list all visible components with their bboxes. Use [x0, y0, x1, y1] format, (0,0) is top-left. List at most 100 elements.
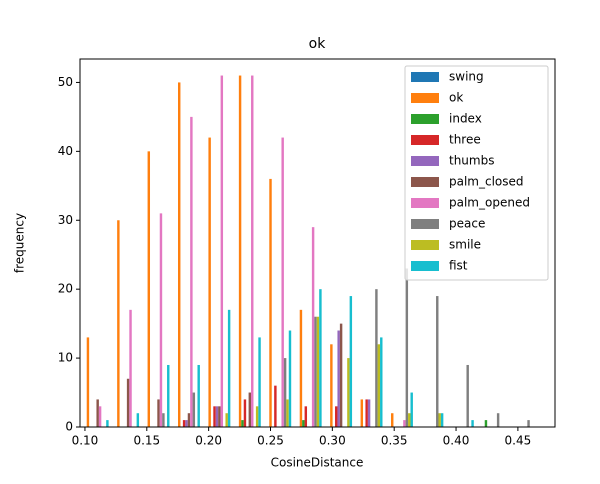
- bar: [288, 330, 292, 427]
- bar: [129, 309, 132, 427]
- bar: [255, 406, 259, 427]
- legend-label: palm_closed: [449, 175, 524, 189]
- bar: [243, 399, 247, 427]
- legend-label: ok: [449, 91, 463, 105]
- x-tick-label: 0.20: [195, 434, 222, 448]
- bar: [286, 399, 289, 427]
- legend-swatch: [411, 114, 439, 124]
- legend-swatch: [411, 198, 439, 208]
- bar: [391, 413, 394, 427]
- bar: [98, 406, 102, 427]
- bar: [251, 75, 254, 427]
- bar: [438, 413, 441, 427]
- bar: [218, 406, 221, 427]
- bar: [283, 358, 287, 427]
- bar: [436, 296, 439, 427]
- bar: [403, 420, 406, 427]
- bar: [360, 399, 364, 427]
- bar: [527, 420, 530, 427]
- bar: [316, 316, 320, 427]
- bar: [225, 413, 228, 427]
- bar: [241, 420, 244, 427]
- x-tick-label: 0.45: [505, 434, 532, 448]
- legend-swatch: [411, 135, 439, 145]
- bar: [365, 399, 368, 427]
- bar: [375, 289, 378, 427]
- bar: [274, 385, 277, 427]
- bar: [86, 337, 90, 427]
- bar: [299, 309, 303, 427]
- bar: [187, 413, 191, 427]
- y-tick-label: 40: [58, 144, 73, 158]
- bar: [304, 406, 308, 427]
- legend-box: [404, 65, 549, 281]
- bar: [408, 413, 411, 427]
- bar: [347, 358, 350, 427]
- bar: [330, 344, 333, 427]
- bar: [227, 309, 231, 427]
- bar: [339, 323, 343, 427]
- x-tick-label: 0.30: [319, 434, 346, 448]
- bar: [377, 344, 381, 427]
- bar: [258, 337, 261, 427]
- bar: [167, 364, 170, 427]
- legend-label: thumbs: [449, 154, 494, 168]
- bar: [190, 116, 193, 428]
- bar: [192, 392, 196, 427]
- y-tick-label: 50: [58, 75, 73, 89]
- legend-label: palm_opened: [449, 196, 530, 210]
- bar: [410, 392, 413, 427]
- bar: [182, 420, 186, 427]
- y-tick-label: 20: [58, 282, 73, 296]
- bar: [106, 420, 109, 427]
- y-tick-label: 30: [58, 213, 73, 227]
- bar: [238, 75, 242, 427]
- bar: [405, 268, 409, 427]
- bar: [213, 406, 216, 427]
- bar: [220, 75, 224, 427]
- x-tick-label: 0.15: [133, 434, 160, 448]
- y-axis-label: frequency: [13, 213, 27, 273]
- y-tick-label: 0: [65, 420, 73, 434]
- bar: [197, 364, 200, 427]
- bar: [302, 420, 305, 427]
- bar: [96, 399, 99, 427]
- bar: [471, 420, 474, 427]
- bar: [157, 399, 160, 427]
- bar: [337, 330, 340, 427]
- bar: [314, 316, 317, 427]
- bar: [208, 137, 211, 427]
- y-tick-label: 10: [58, 351, 73, 365]
- bar: [126, 378, 130, 427]
- bar: [248, 392, 252, 427]
- bar: [281, 137, 284, 427]
- bar: [185, 420, 188, 427]
- legend-swatch: [411, 72, 439, 82]
- bar: [311, 227, 315, 427]
- bar: [349, 296, 353, 427]
- bar: [162, 413, 165, 427]
- bar: [178, 82, 181, 427]
- bar: [117, 220, 120, 427]
- x-tick-label: 0.10: [72, 434, 99, 448]
- legend-swatch: [411, 177, 439, 187]
- legend-label: three: [449, 133, 481, 147]
- legend-label: fist: [449, 259, 468, 273]
- bar: [136, 413, 140, 427]
- legend-swatch: [411, 261, 439, 271]
- bar: [269, 178, 272, 427]
- legend-swatch: [411, 93, 439, 103]
- x-tick-label: 0.40: [443, 434, 470, 448]
- bar: [496, 413, 500, 427]
- bar: [380, 337, 383, 427]
- legend-label: smile: [449, 238, 481, 252]
- legend-label: swing: [449, 70, 484, 84]
- chart-title: ok: [309, 36, 327, 52]
- bar: [319, 289, 322, 427]
- bar: [215, 406, 219, 427]
- legend-label: peace: [449, 217, 485, 231]
- bar: [484, 420, 488, 427]
- bar: [147, 151, 151, 427]
- x-tick-label: 0.35: [381, 434, 408, 448]
